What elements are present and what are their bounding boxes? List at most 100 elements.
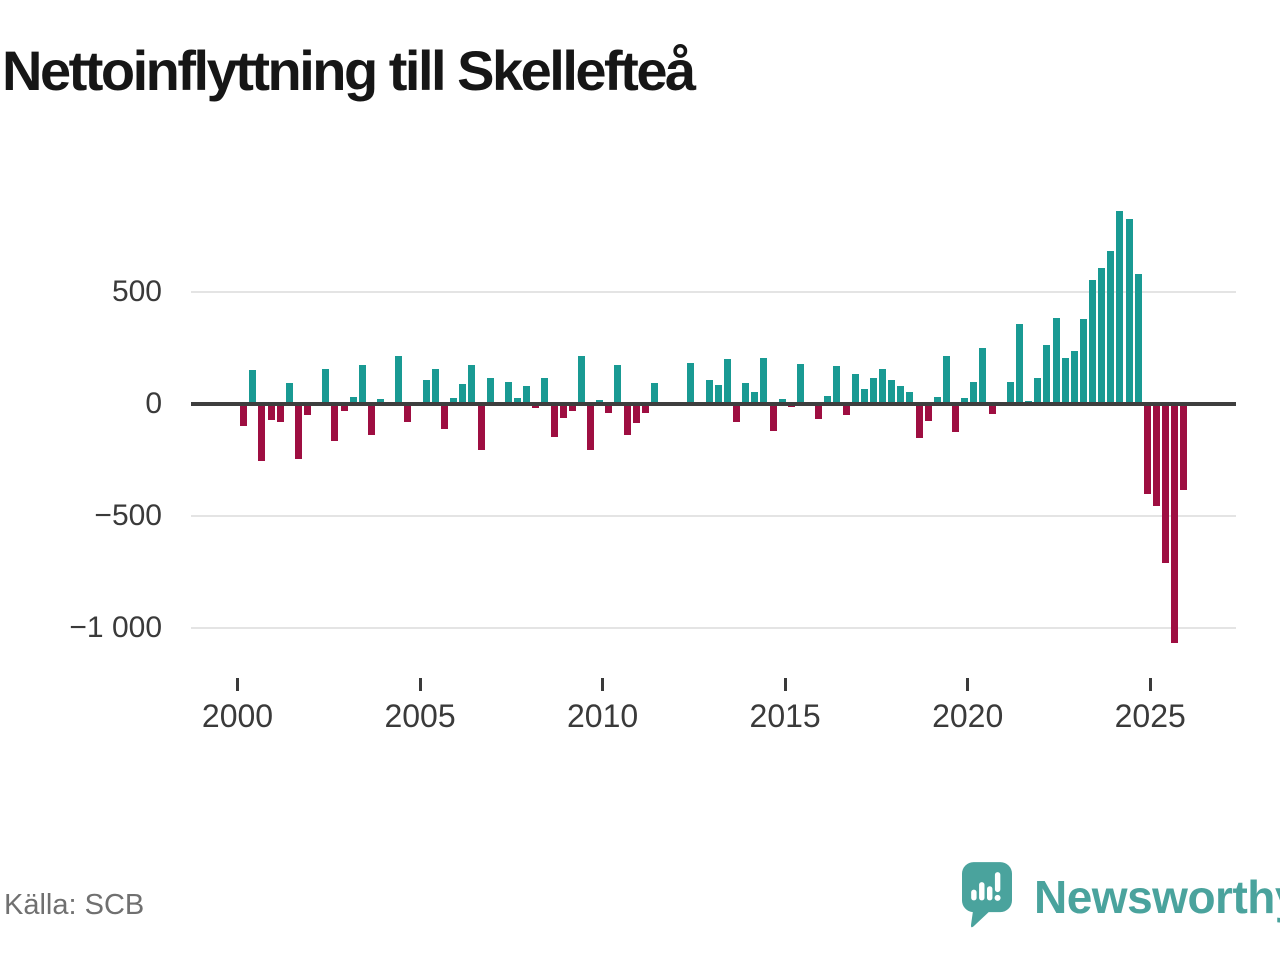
bar-positive (1116, 211, 1124, 404)
chart-title: Nettoinflyttning till Skellefteå (2, 39, 696, 102)
bar-positive (377, 399, 385, 404)
bar-positive (1079, 318, 1087, 404)
bar-positive (961, 397, 969, 404)
bar-positive (395, 355, 403, 404)
x-axis-tick-label: 2000 (201, 698, 274, 734)
x-tick-mark (783, 678, 787, 691)
bar-positive (1052, 317, 1060, 404)
bar-negative (258, 404, 266, 462)
bar-negative (559, 404, 567, 419)
x-tick-mark (966, 678, 970, 691)
bar-negative (915, 404, 923, 439)
zero-axis-line (191, 402, 1236, 406)
bar-negative (815, 404, 823, 420)
bar-negative (623, 404, 631, 435)
bar-positive (933, 396, 941, 404)
bar-positive (431, 369, 439, 404)
bar-negative (367, 404, 375, 435)
bar-positive (541, 377, 549, 404)
bar-negative (1171, 404, 1179, 643)
bar-negative (1180, 404, 1188, 491)
bar-negative (240, 404, 248, 427)
bar-positive (249, 370, 257, 404)
bar-positive (468, 364, 476, 404)
bar-negative (568, 404, 576, 412)
x-axis-tick-label: 2025 (1114, 698, 1186, 734)
bar-negative (404, 404, 412, 422)
mini-bar-2 (979, 882, 985, 901)
bar-positive (705, 380, 713, 404)
bar-positive (1061, 357, 1069, 404)
bar-positive (687, 363, 695, 404)
gridline (191, 515, 1236, 518)
bar-negative (587, 404, 595, 450)
bar-positive (450, 397, 458, 404)
bar-positive (523, 385, 531, 404)
bar-negative (924, 404, 932, 422)
bar-positive (714, 384, 722, 404)
x-axis-tick-label: 2005 (384, 698, 456, 734)
bar-negative (1143, 404, 1151, 494)
bar-positive (1098, 267, 1106, 404)
bar-positive (1006, 381, 1014, 404)
bar-positive (577, 355, 585, 404)
logo-text: Newsworthy (1034, 871, 1280, 923)
bar-negative (605, 404, 613, 413)
bar-positive (869, 377, 877, 404)
bar-negative (532, 404, 540, 409)
bar-positive (1034, 378, 1042, 404)
bar-positive (879, 369, 887, 404)
bar-negative (477, 404, 485, 450)
bar-positive (1070, 351, 1078, 404)
bar-positive (796, 364, 804, 404)
x-tick-mark (1148, 678, 1152, 691)
bar-positive (459, 383, 467, 404)
source-label: Källa: SCB (4, 889, 145, 921)
bar-positive (723, 359, 731, 404)
exclamation-dot (994, 894, 1001, 901)
bar-positive (970, 382, 978, 404)
bar-negative (340, 404, 348, 411)
bar-positive (778, 399, 786, 404)
bar-positive (422, 379, 430, 404)
gridline (191, 627, 1236, 630)
bar-negative (988, 404, 996, 415)
bar-positive (1089, 280, 1096, 404)
bar-positive (614, 364, 622, 404)
bar-positive (851, 373, 859, 404)
mini-bar-1 (971, 889, 977, 901)
y-axis-tick-label: −1 000 (69, 611, 162, 645)
bar-positive (514, 398, 521, 404)
bar-positive (285, 383, 293, 404)
bar-positive (1107, 251, 1115, 404)
bar-negative (769, 404, 777, 431)
x-axis-tick-label: 2015 (749, 698, 821, 734)
bar-positive (888, 379, 896, 404)
x-tick-mark (236, 678, 239, 691)
bar-negative (632, 404, 640, 424)
bar-positive (349, 396, 357, 404)
bar-positive (979, 348, 987, 404)
gridline (191, 290, 1236, 293)
bar-positive (1125, 218, 1133, 404)
bar-negative (952, 404, 960, 432)
bar-negative (842, 404, 850, 415)
bar-positive (906, 392, 914, 404)
bar-negative (440, 404, 448, 430)
bar-positive (833, 365, 841, 404)
mini-bar-3 (987, 886, 993, 901)
bar-negative (276, 404, 284, 422)
bar-positive (358, 364, 366, 404)
bar-negative (304, 404, 312, 416)
y-axis-tick-label: 500 (111, 274, 162, 308)
bar-positive (751, 391, 759, 404)
logo-speech-bubble-icon (962, 862, 1012, 928)
exclamation-bar (994, 872, 1001, 893)
bar-positive (760, 357, 768, 404)
bar-positive (897, 385, 905, 404)
x-tick-mark (418, 678, 422, 691)
bar-negative (550, 404, 558, 437)
bar-positive (824, 395, 832, 404)
